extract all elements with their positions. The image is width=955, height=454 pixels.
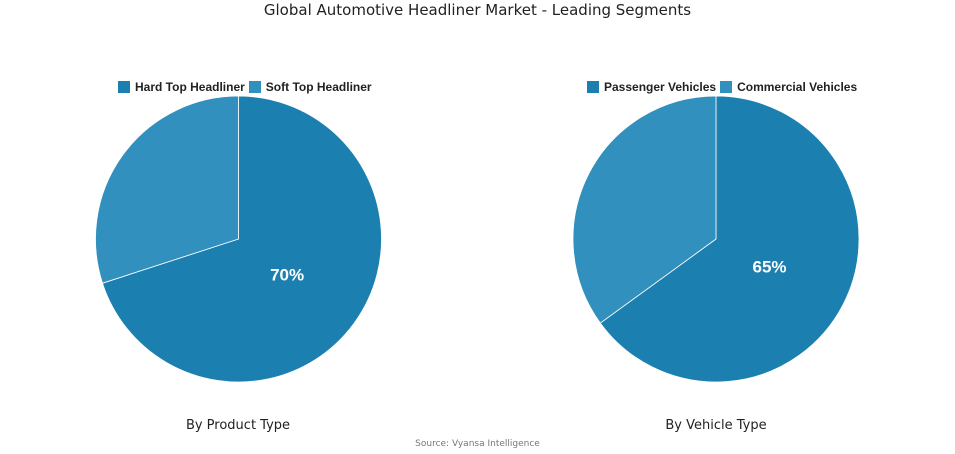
chart-title: Global Automotive Headliner Market - Lea… xyxy=(263,1,692,19)
pie-data-label: 70% xyxy=(270,265,304,284)
legend-item-commercial: Commercial Vehicles xyxy=(720,80,857,94)
pie-product-type: 70% xyxy=(95,95,382,383)
legend-swatch xyxy=(118,81,130,93)
pie-slice-soft-top-headliner xyxy=(95,95,239,284)
pie-slice-commercial-vehicles xyxy=(572,95,717,324)
legend-label: Commercial Vehicles xyxy=(737,80,858,94)
pie-vehicle-type: 65% xyxy=(572,95,860,383)
legend-label: Soft Top Headliner xyxy=(265,80,372,94)
legend-product-type: Hard Top Headliner Soft Top Headliner xyxy=(118,80,376,94)
legend-label: Hard Top Headliner xyxy=(135,80,245,94)
pie-slice-passenger-vehicles xyxy=(599,95,860,383)
pie-data-label: 65% xyxy=(752,257,786,276)
pie-slice-hard-top-headliner xyxy=(101,95,382,383)
legend-swatch xyxy=(587,81,599,93)
pie-subtitle-vehicle: By Vehicle Type xyxy=(665,418,767,433)
legend-item-soft-top: Soft Top Headliner xyxy=(248,80,372,94)
legend-vehicle-type: Passenger Vehicles Commercial Vehicles xyxy=(587,80,861,94)
legend-swatch xyxy=(248,81,261,93)
pie-subtitle-product: By Product Type xyxy=(185,418,291,433)
legend-item-passenger: Passenger Vehicles xyxy=(587,80,716,94)
legend-swatch xyxy=(720,81,733,93)
legend-item-hard-top: Hard Top Headliner xyxy=(118,80,245,94)
source-note: Source: Vyansa Intelligence xyxy=(415,439,540,449)
legend-label: Passenger Vehicles xyxy=(604,80,717,94)
